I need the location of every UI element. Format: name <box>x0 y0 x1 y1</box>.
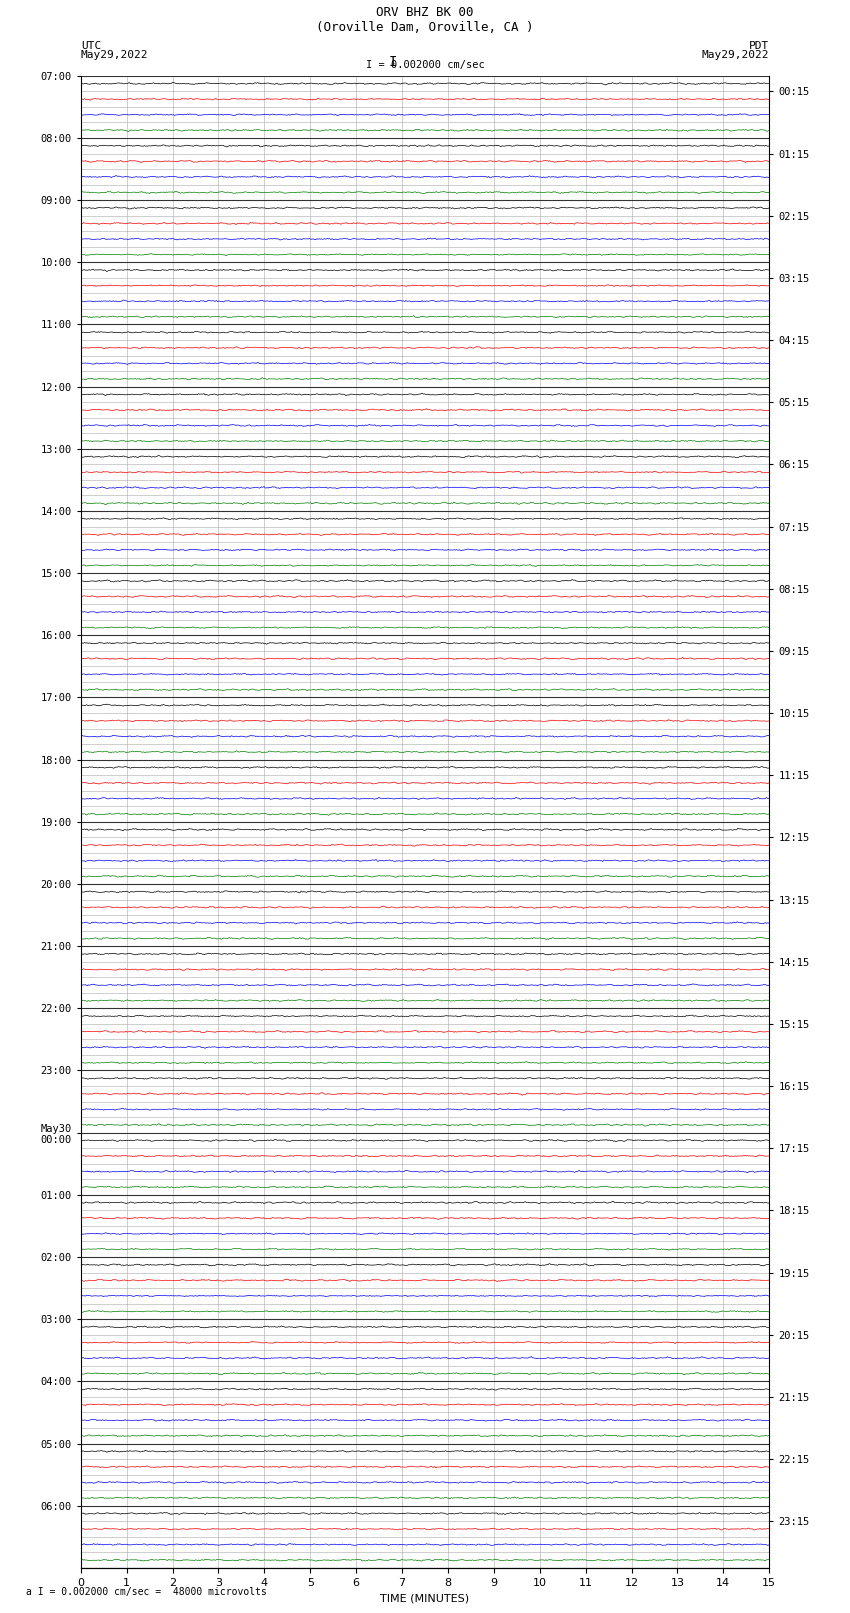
Text: I: I <box>388 55 397 69</box>
Text: PDT: PDT <box>749 40 769 50</box>
Title: ORV BHZ BK 00
(Oroville Dam, Oroville, CA ): ORV BHZ BK 00 (Oroville Dam, Oroville, C… <box>316 6 534 34</box>
Text: I = 0.002000 cm/sec: I = 0.002000 cm/sec <box>366 60 484 71</box>
Text: a I = 0.002000 cm/sec =  48000 microvolts: a I = 0.002000 cm/sec = 48000 microvolts <box>26 1587 266 1597</box>
Text: May29,2022: May29,2022 <box>81 50 148 60</box>
Text: UTC: UTC <box>81 40 101 50</box>
Text: May29,2022: May29,2022 <box>702 50 769 60</box>
X-axis label: TIME (MINUTES): TIME (MINUTES) <box>381 1594 469 1603</box>
